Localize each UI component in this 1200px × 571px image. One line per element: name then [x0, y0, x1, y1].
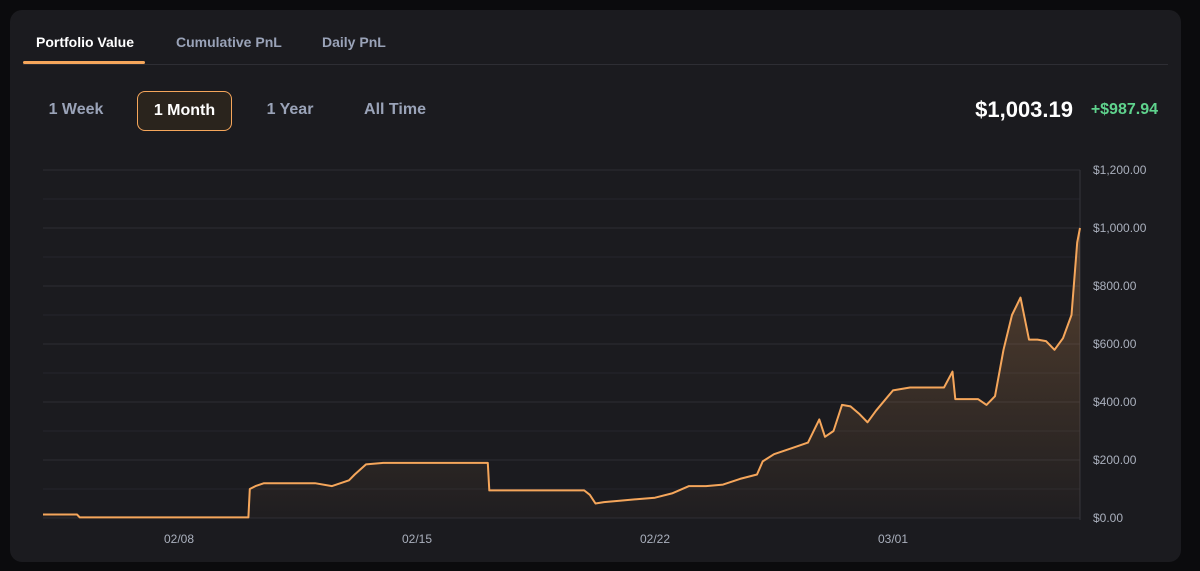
x-tick-label: 02/08 — [164, 532, 194, 546]
range-1-year-button[interactable]: 1 Year — [266, 101, 314, 118]
y-tick-label: $0.00 — [1093, 511, 1123, 525]
portfolio-change: +$987.94 — [1090, 101, 1158, 118]
tab-cumulative-pnl[interactable]: Cumulative PnL — [176, 34, 282, 50]
y-tick-label: $800.00 — [1093, 279, 1137, 293]
range-all-time-button[interactable]: All Time — [364, 101, 426, 118]
chart-tabs: Portfolio Value Cumulative PnL Daily PnL — [23, 10, 1168, 65]
series-line — [43, 227, 1081, 519]
x-tick-label: 02/15 — [402, 532, 432, 546]
x-tick-label: 03/01 — [878, 532, 908, 546]
active-tab-indicator — [23, 61, 145, 64]
range-1-month-button[interactable]: 1 Month — [137, 91, 232, 131]
portfolio-value: $1,003.19 — [975, 97, 1073, 122]
tab-portfolio-value[interactable]: Portfolio Value — [36, 34, 135, 50]
range-1-week-button[interactable]: 1 Week — [48, 101, 104, 118]
tab-daily-pnl[interactable]: Daily PnL — [322, 34, 386, 50]
x-tick-label: 02/22 — [640, 532, 670, 546]
y-tick-label: $1,000.00 — [1093, 221, 1147, 235]
series-area — [43, 228, 1080, 518]
y-tick-label: $600.00 — [1093, 337, 1137, 351]
y-tick-label: $400.00 — [1093, 395, 1137, 409]
y-tick-label: $200.00 — [1093, 453, 1137, 467]
y-tick-label: $1,200.00 — [1093, 163, 1147, 177]
